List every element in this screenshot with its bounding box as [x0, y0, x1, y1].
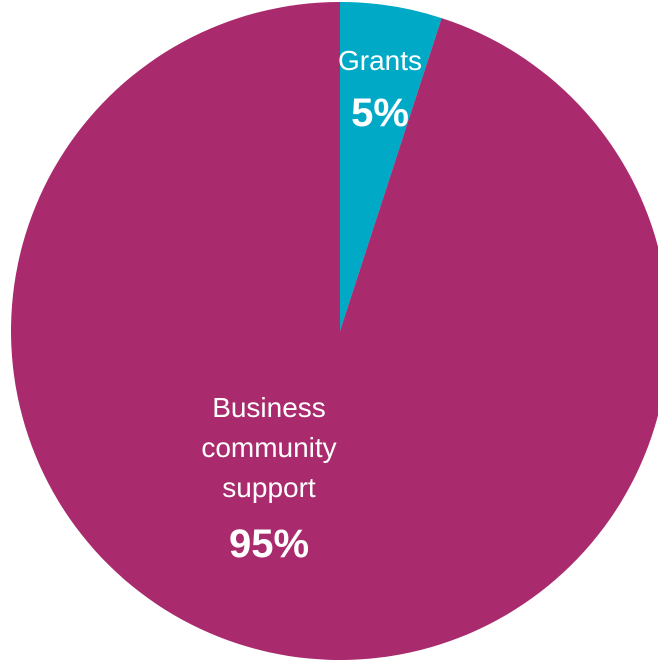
grants-percent-label: 5% [351, 91, 409, 135]
pie-slice-business-community-support [11, 2, 658, 660]
pie-slices [11, 2, 658, 660]
business-community-support-percent-label: 95% [229, 522, 309, 566]
business-community-support-label-line-2: community [201, 432, 336, 463]
business-community-support-label-line-1: Business [212, 392, 326, 423]
business-community-support-label-line-3: support [222, 472, 316, 503]
grants-label: Grants [338, 45, 422, 76]
